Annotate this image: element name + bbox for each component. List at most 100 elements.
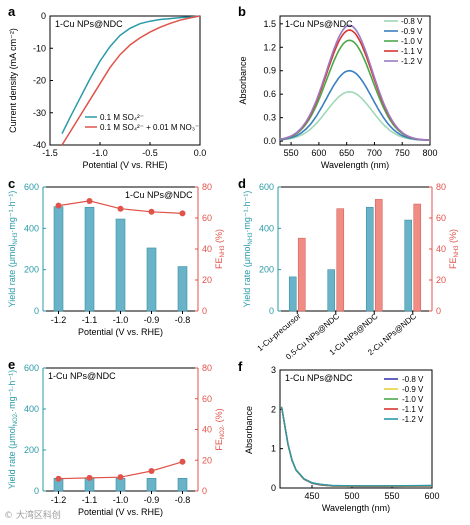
e-xtick-label: -1.2 bbox=[51, 495, 67, 505]
b-legend-label: -1.1 V bbox=[401, 47, 423, 56]
d-y2tick-label: 60 bbox=[436, 213, 446, 223]
e-ytick-label: 0 bbox=[34, 486, 39, 496]
b-ytick-label: 0.6 bbox=[263, 89, 276, 99]
c-y2tick-label: 20 bbox=[202, 275, 212, 285]
c-yield-bar bbox=[115, 218, 126, 312]
b-legend-label: -1.0 V bbox=[401, 37, 423, 46]
a-legend-label: 0.1 M SO₄²⁻ + 0.01 M NO₃⁻ bbox=[100, 123, 199, 132]
b-ylabel: Absorbance bbox=[238, 56, 248, 104]
a-legend-label: 0.1 M SO₄²⁻ bbox=[100, 113, 144, 122]
c-ytick-label: 200 bbox=[24, 265, 39, 275]
c-yield-bar bbox=[53, 206, 64, 312]
a-ytick-label: 0 bbox=[41, 11, 46, 21]
b-ytick-label: 1.5 bbox=[263, 19, 276, 29]
d-y2tick-label: 40 bbox=[436, 244, 446, 254]
e-fe-marker bbox=[55, 475, 62, 482]
c-yield-bar bbox=[146, 247, 157, 312]
f-legend-label: -0.9 V bbox=[402, 385, 424, 394]
c-y2label: FENH3 (%) bbox=[214, 229, 226, 269]
c-fe-marker bbox=[86, 197, 93, 204]
e-ylabel: Yield rate (μmolNO2-·mg⁻¹·h⁻¹) bbox=[7, 370, 19, 489]
c-y2tick-label: 0 bbox=[202, 306, 207, 316]
d-y2tick-label: 0 bbox=[436, 306, 441, 316]
c-yield-bar bbox=[84, 206, 95, 312]
b-series-line-0 bbox=[279, 91, 430, 141]
e-xtick-label: -0.9 bbox=[144, 495, 160, 505]
e-y2tick-label: 60 bbox=[202, 394, 212, 404]
d-y2label: FENH3 (%) bbox=[448, 229, 460, 269]
e-annotation: 1-Cu NPs@NDC bbox=[48, 371, 116, 381]
c-y2tick-label: 80 bbox=[202, 182, 212, 192]
e-fe-marker bbox=[179, 458, 186, 465]
c-fe-marker bbox=[55, 202, 62, 209]
b-xtick-label: 650 bbox=[339, 148, 354, 158]
c-yield-bar bbox=[177, 266, 188, 312]
b-series-line-1 bbox=[279, 69, 431, 141]
f-ytick-label: 0 bbox=[271, 483, 276, 493]
f-xtick-label: 600 bbox=[424, 491, 439, 501]
a-xtick-label: -1.0 bbox=[92, 148, 108, 158]
e-yield-bar bbox=[115, 477, 126, 492]
e-xtick-label: -0.8 bbox=[175, 495, 191, 505]
e-y2tick-label: 80 bbox=[202, 363, 212, 373]
d-ytick-label: 600 bbox=[259, 182, 274, 192]
c-ytick-label: 600 bbox=[24, 182, 39, 192]
b-xtick-label: 750 bbox=[395, 148, 410, 158]
f-ylabel: Absorbance bbox=[244, 406, 254, 454]
a-ytick-label: -40 bbox=[33, 140, 46, 150]
c-xtick-label: -1.0 bbox=[113, 315, 129, 325]
a-ylabel: Current density (mA cm⁻²) bbox=[8, 28, 18, 133]
panel-label-f: f bbox=[238, 359, 243, 374]
f-series-line-4 bbox=[280, 406, 433, 487]
c-xtick-label: -1.2 bbox=[51, 315, 67, 325]
b-ytick-label: 1.2 bbox=[263, 42, 276, 52]
f-annotation: 1-Cu NPs@NDC bbox=[285, 373, 353, 383]
b-xtick-label: 550 bbox=[284, 148, 299, 158]
f-legend-label: -1.0 V bbox=[402, 395, 424, 404]
c-ytick-label: 400 bbox=[24, 223, 39, 233]
f-xtick-label: 450 bbox=[304, 491, 319, 501]
e-fe-marker bbox=[117, 474, 124, 481]
f-legend-label: -0.8 V bbox=[402, 375, 424, 384]
panel-label-b: b bbox=[238, 4, 246, 19]
d-fe-bar bbox=[413, 203, 422, 312]
d-fe-bar bbox=[374, 199, 383, 312]
a-ytick-label: -20 bbox=[33, 76, 46, 86]
b-xtick-label: 600 bbox=[311, 148, 326, 158]
c-xtick-label: -1.1 bbox=[82, 315, 98, 325]
f-legend-label: -1.1 V bbox=[402, 405, 424, 414]
e-xtick-label: -1.0 bbox=[113, 495, 129, 505]
f-ytick-label: 1 bbox=[271, 444, 276, 454]
e-y2label: FENO2- (%) bbox=[214, 408, 226, 450]
e-ytick-label: 400 bbox=[24, 404, 39, 414]
c-xtick-label: -0.9 bbox=[144, 315, 160, 325]
watermark: © 大湾区科创 bbox=[4, 511, 61, 521]
a-series-line-0 bbox=[61, 15, 201, 135]
c-xlabel: Potential (V vs. RHE) bbox=[78, 327, 163, 337]
c-ylabel: Yield rate (μmolNH3·mg⁻¹·h⁻¹) bbox=[7, 191, 19, 308]
e-y2tick-label: 0 bbox=[202, 486, 207, 496]
f-xlabel: Wavelength (nm) bbox=[322, 503, 390, 513]
e-ytick-label: 600 bbox=[24, 363, 39, 373]
d-y2tick-label: 20 bbox=[436, 275, 446, 285]
d-yield-bar bbox=[365, 206, 374, 312]
a-xtick-label: -0.5 bbox=[142, 148, 158, 158]
e-y2tick-label: 20 bbox=[202, 455, 212, 465]
b-xtick-label: 700 bbox=[367, 148, 382, 158]
f-ytick-label: 3 bbox=[271, 365, 276, 375]
b-legend-label: -0.9 V bbox=[401, 27, 423, 36]
c-annotation: 1-Cu NPs@NDC bbox=[125, 190, 193, 200]
c-fe-marker bbox=[117, 205, 124, 212]
b-ytick-label: 0.3 bbox=[263, 113, 276, 123]
c-ytick-label: 0 bbox=[34, 306, 39, 316]
f-xtick-label: 500 bbox=[344, 491, 359, 501]
d-ytick-label: 200 bbox=[259, 265, 274, 275]
d-fe-bar bbox=[336, 208, 345, 312]
b-ytick-label: 0.9 bbox=[263, 66, 276, 76]
d-yield-bar bbox=[404, 219, 413, 312]
panel-b-frame bbox=[279, 15, 431, 146]
a-ytick-label: -30 bbox=[33, 108, 46, 118]
a-series-line-1 bbox=[61, 15, 201, 146]
c-fe-marker bbox=[179, 210, 186, 217]
